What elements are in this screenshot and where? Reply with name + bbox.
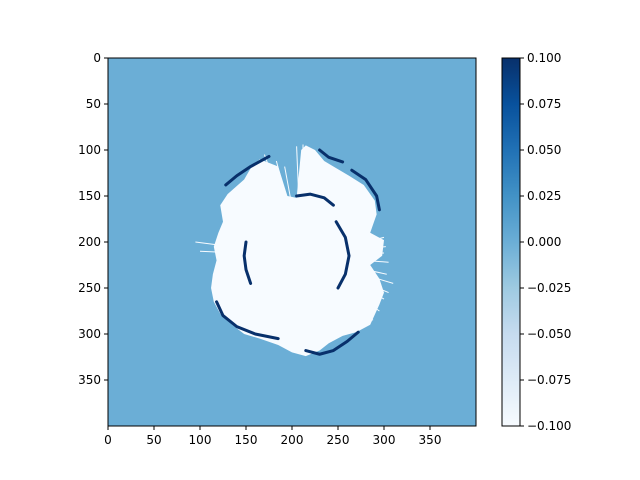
y-tick-label: 200 [78,235,101,249]
scan-ray [275,160,302,256]
colorbar-tick-label: −0.075 [527,373,571,387]
colorbar-tick-label: 0.025 [527,189,561,203]
scan-ray [296,146,302,256]
scan-ray [301,252,385,257]
y-axis: 0 50 100 150 200 250 300 350 [78,51,108,387]
y-tick-label: 300 [78,327,101,341]
x-tick-label: 50 [146,433,161,447]
colorbar-ticks: 0.100 0.075 0.050 0.025 0.000 −0.025 −0.050 −0.… [520,51,571,433]
scan-edge [242,240,253,285]
scan-edge [350,168,381,212]
scan-ray [300,144,304,256]
scan-edge [215,300,280,341]
y-tick-label: 100 [78,143,101,157]
colorbar-tick-label: −0.100 [527,419,571,433]
y-tick-label: 350 [78,373,101,387]
scan-edge [295,192,335,207]
scan-ray [199,250,302,257]
scan-edge [334,220,351,290]
scan-ray [301,255,389,263]
colorbar-tick-label: 0.075 [527,97,561,111]
scan-interior [211,145,384,357]
scan-region [195,144,394,357]
scan-ray [301,255,387,275]
scan-edge [224,154,271,187]
colorbar-tick-label: 0.100 [527,51,561,65]
y-tick-label: 50 [86,97,101,111]
scan-ray [301,236,385,257]
x-tick-label: 0 [104,433,112,447]
colorbar-tick-label: −0.025 [527,281,571,295]
scan-ray [284,166,302,256]
x-tick-label: 250 [327,433,350,447]
colorbar-tick-label: 0.000 [527,235,561,249]
scan-edge [318,148,345,164]
x-tick-label: 100 [189,433,212,447]
x-tick-label: 200 [281,433,304,447]
x-axis: 0 50 100 150 200 250 300 350 [104,426,441,447]
x-tick-label: 150 [235,433,258,447]
x-tick-label: 300 [373,433,396,447]
heatmap-plot [107,57,477,427]
colorbar: 0.100 0.075 0.050 0.025 0.000 −0.025 −0.050 −0.… [501,51,571,433]
scan-ray [195,241,302,257]
colorbar-tick-label: 0.050 [527,143,561,157]
y-tick-label: 0 [93,51,101,65]
x-tick-label: 350 [419,433,442,447]
scan-edge [304,330,360,356]
y-tick-label: 250 [78,281,101,295]
colorbar-gradient [501,57,521,427]
scan-ray [263,154,302,256]
colorbar-tick-label: −0.050 [527,327,571,341]
scan-ray [301,246,386,257]
y-tick-label: 150 [78,189,101,203]
